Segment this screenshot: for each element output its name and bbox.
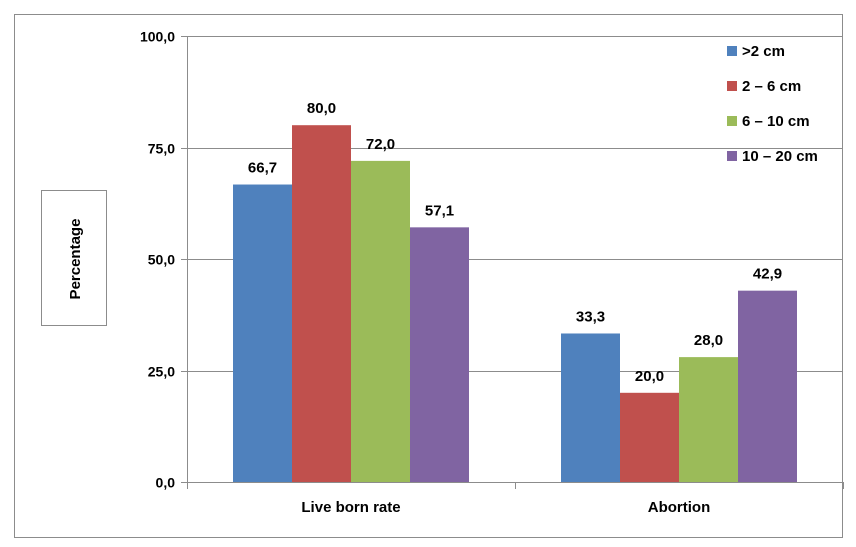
legend-label: 10 – 20 cm: [742, 148, 818, 165]
bar: [410, 227, 469, 482]
labels-layer: 0,0 25,0 50,0 75,0 100,0 66,7 80,0 72,0 57,1 Live…: [140, 29, 782, 517]
y-tick-label: 25,0: [148, 364, 175, 380]
legend-label: 2 – 6 cm: [742, 78, 801, 95]
bar: [351, 160, 410, 482]
bar: [233, 184, 292, 482]
data-label: 20,0: [635, 368, 664, 385]
legend: >2 cm 2 – 6 cm 6 – 10 cm 10 – 20 cm: [727, 43, 818, 165]
bars-layer: [233, 125, 797, 482]
y-tick-label: 0,0: [156, 475, 176, 491]
axes-layer: [181, 36, 844, 489]
legend-swatch: [727, 46, 737, 56]
legend-swatch: [727, 151, 737, 161]
bar: [679, 357, 738, 482]
bar: [620, 392, 679, 482]
bar: [561, 333, 620, 482]
legend-swatch: [727, 116, 737, 126]
data-label: 28,0: [694, 332, 723, 349]
y-axis-label: Percentage: [67, 219, 84, 300]
legend-swatch: [727, 81, 737, 91]
bar: [292, 125, 351, 482]
data-label: 72,0: [366, 136, 395, 153]
x-tick-label: Abortion: [648, 499, 710, 516]
data-label: 80,0: [307, 100, 336, 117]
x-tick-label: Live born rate: [301, 499, 400, 516]
data-label: 33,3: [576, 308, 605, 325]
y-axis-label-box: [41, 190, 107, 326]
data-label: 42,9: [753, 266, 782, 283]
data-label: 57,1: [425, 202, 454, 219]
data-label: 66,7: [248, 160, 277, 177]
legend-label: >2 cm: [742, 43, 785, 60]
legend-label: 6 – 10 cm: [742, 113, 810, 130]
bar: [738, 290, 797, 482]
y-tick-label: 100,0: [140, 29, 175, 45]
y-tick-label: 50,0: [148, 252, 175, 268]
y-tick-label: 75,0: [148, 141, 175, 157]
